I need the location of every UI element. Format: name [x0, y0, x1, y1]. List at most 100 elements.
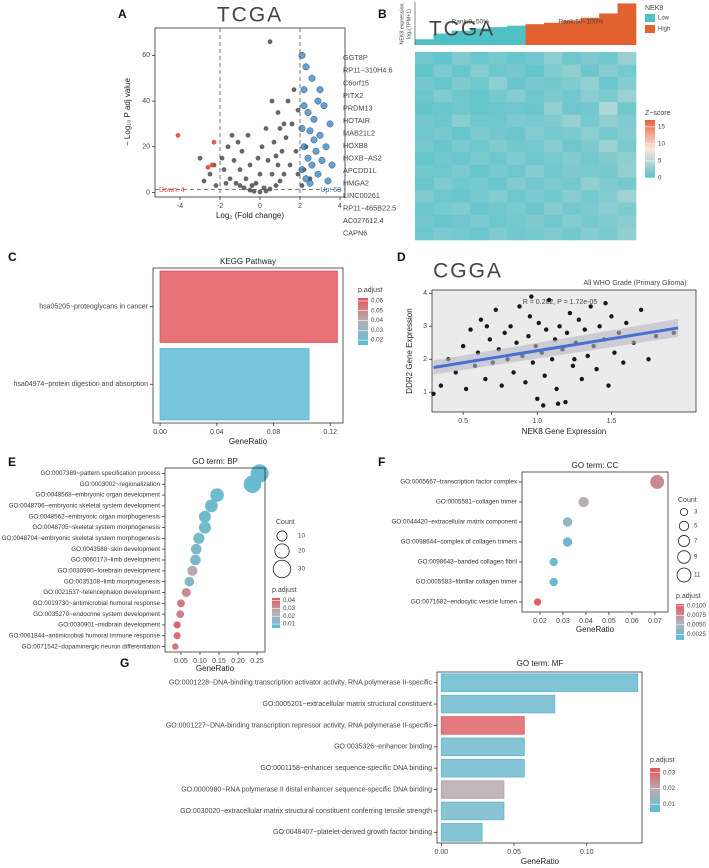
heat-cell — [433, 202, 453, 216]
heat-cell — [451, 177, 471, 191]
row-label: PRDM13 — [343, 103, 373, 112]
panel-letter: B — [378, 7, 387, 21]
point — [243, 176, 249, 182]
plot-frame — [521, 471, 669, 613]
heat-cell — [433, 52, 453, 65]
expression-bar — [599, 13, 618, 45]
point — [621, 360, 626, 365]
category-label: GO:0044420~extracellular matrix componen… — [392, 519, 518, 526]
point — [517, 304, 522, 309]
expression-bar — [525, 24, 545, 45]
heat-cell — [507, 139, 526, 153]
point — [211, 139, 217, 145]
heat-cell — [488, 64, 508, 78]
heat-cell — [451, 214, 471, 228]
point — [306, 127, 314, 135]
heat-cell — [599, 164, 618, 178]
point — [594, 366, 599, 372]
heat-cell — [488, 102, 508, 115]
heat-cell — [433, 189, 453, 203]
row-label: PITX2 — [343, 91, 363, 100]
colorbar-label: 10 — [658, 141, 665, 148]
point — [295, 107, 301, 113]
size-key — [272, 559, 292, 579]
heat-cell — [599, 177, 618, 191]
heat-cell — [580, 102, 600, 115]
heat-cell — [451, 114, 471, 128]
heat-cell — [507, 114, 526, 128]
x-tick-label: 0.05 — [602, 618, 616, 625]
y-tick-label: 4 — [423, 290, 427, 297]
heat-cell — [580, 227, 600, 241]
x-tick-label: 0.03 — [556, 618, 570, 625]
category-label: GO:0035270~endocrine system development — [33, 611, 160, 618]
y-tick-label: 1 — [423, 389, 427, 396]
heat-cell — [543, 64, 563, 78]
heat-cell — [525, 177, 545, 191]
annotation: Up: 68 — [320, 187, 341, 194]
point — [259, 144, 265, 150]
point — [273, 183, 279, 188]
x-axis-label: GeneRatio — [229, 437, 268, 446]
point — [564, 330, 570, 336]
heat-cell — [488, 139, 508, 153]
heat-cell — [617, 64, 637, 78]
dot — [210, 488, 224, 502]
heat-cell — [599, 189, 618, 203]
heat-cell — [470, 214, 489, 228]
dot — [193, 532, 205, 544]
point — [304, 154, 312, 162]
heat-cell — [470, 89, 489, 103]
category-label: hsa04974~protein digestion and absorptio… — [14, 381, 149, 388]
x-tick-label: 0.02 — [533, 618, 547, 625]
heat-cell — [415, 189, 434, 203]
point — [175, 132, 181, 138]
heat-cell — [415, 77, 434, 90]
point — [235, 139, 241, 145]
point — [221, 167, 227, 172]
x-tick-label: 0.04 — [579, 618, 593, 625]
category-label: GO:0000980~RNA polymerase II distal enha… — [181, 786, 432, 793]
point — [603, 300, 608, 306]
expression-bar — [470, 28, 489, 45]
point — [300, 143, 308, 151]
heat-cell — [470, 114, 489, 128]
point — [585, 353, 590, 359]
category-label: hsa05205~proteoglycans in cancer — [39, 304, 148, 311]
plot-frame — [152, 267, 344, 424]
x-tick-label: 0.15 — [212, 658, 226, 665]
bar — [440, 673, 639, 692]
point — [624, 320, 629, 326]
plot-frame — [436, 671, 643, 844]
size-key-label: 5 — [694, 523, 698, 530]
expression-bar — [617, 3, 637, 45]
point — [227, 176, 233, 182]
colorbar — [272, 598, 280, 628]
heat-cell — [433, 152, 453, 166]
point — [289, 121, 295, 127]
x-tick-label: 0 — [258, 203, 262, 210]
heat-cell — [562, 114, 582, 128]
colorbar-label: 5 — [658, 158, 662, 165]
heat-cell — [451, 227, 471, 241]
point — [328, 161, 336, 169]
dot — [176, 610, 185, 619]
colorbar-label: 0.04 — [283, 597, 296, 604]
heat-cell — [451, 164, 471, 178]
dot — [533, 598, 542, 606]
panel-letter: D — [397, 250, 406, 264]
category-label: GO:0030020~extracellular matrix structur… — [180, 808, 432, 815]
point — [237, 167, 243, 172]
dot — [184, 576, 195, 587]
heat-cell — [415, 202, 434, 216]
heat-cell — [488, 227, 508, 241]
colorbar — [358, 298, 368, 345]
legend-title: p.adjust — [650, 757, 675, 764]
category-label: GO:0019730~antimicrobial humoral respons… — [33, 600, 161, 607]
heat-cell — [433, 64, 453, 78]
row-label: HOXB−AS2 — [343, 153, 382, 162]
heat-cell — [580, 164, 600, 178]
legend-label: High — [658, 27, 670, 33]
point — [570, 363, 576, 369]
point — [277, 178, 283, 184]
